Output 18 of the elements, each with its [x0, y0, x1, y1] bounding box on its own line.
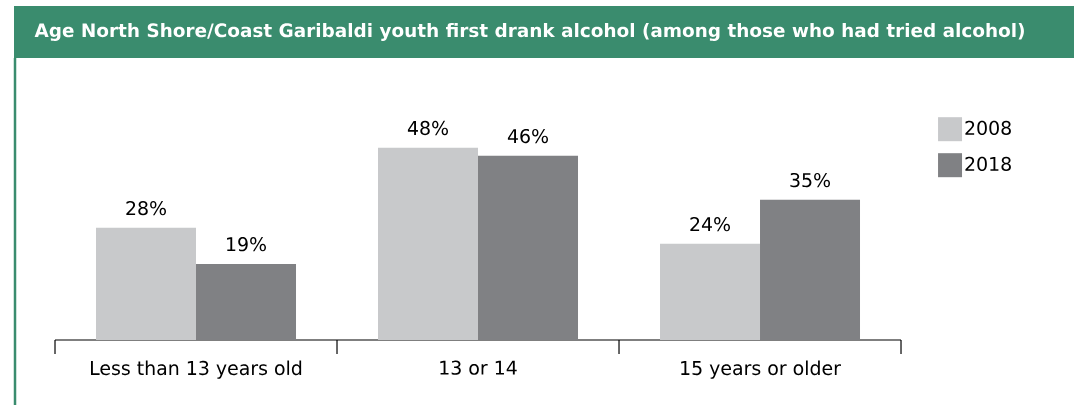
- data-label: 48%: [407, 120, 448, 136]
- x-tick-label: 13 or 14: [440, 360, 517, 375]
- data-label: 35%: [790, 172, 830, 188]
- bar: [378, 147, 479, 340]
- data-label: 28%: [126, 200, 166, 216]
- legend-label: 2018: [965, 156, 1011, 171]
- bar: [96, 227, 197, 340]
- data-label: 46%: [507, 128, 548, 144]
- bar: [760, 199, 861, 340]
- bar: [478, 155, 579, 340]
- chart-title: Age North Shore/Coast Garibaldi youth first drank alcohol (among those who had tried alcohol): [34, 22, 1024, 41]
- data-label: 19%: [227, 236, 266, 252]
- data-label: 24%: [690, 216, 730, 232]
- bar: [660, 243, 761, 340]
- x-tick-label: Less than 13 years old: [91, 360, 302, 379]
- legend-label: 2008: [965, 120, 1011, 135]
- x-tick-label: 15 years or older: [681, 360, 841, 379]
- bar: [196, 263, 297, 340]
